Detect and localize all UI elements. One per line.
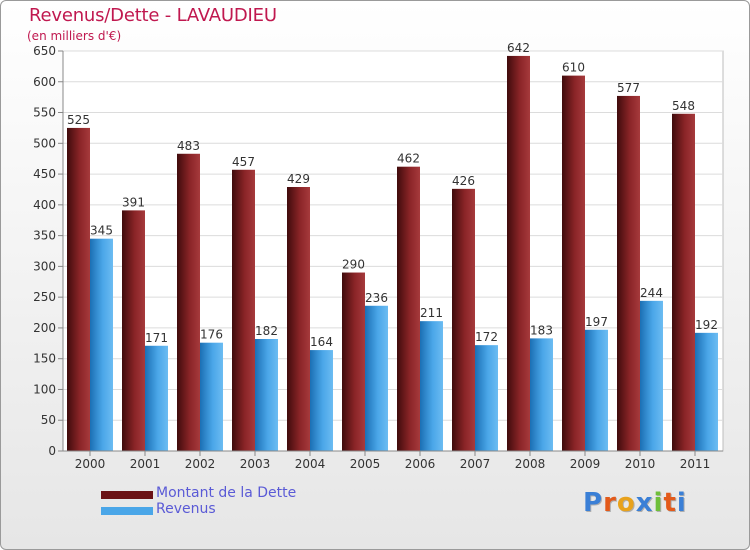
bar-revenus-2004 [310,350,333,451]
bar-revenus-2009 [585,329,608,451]
y-tick-label: 250 [33,290,56,304]
data-label-debt-2005: 290 [342,258,365,272]
bar-debt-2009 [562,75,585,451]
bar-revenus-2008 [530,338,553,451]
legend-label-debt: Montant de la Dette [156,485,297,501]
y-tick-label: 150 [33,352,56,366]
bar-revenus-2010 [640,300,663,451]
data-label-revenus-2009: 197 [585,315,608,329]
data-label-revenus-2001: 171 [145,331,168,345]
data-label-debt-2002: 483 [177,139,200,153]
x-tick-label: 2002 [185,457,216,471]
proxiti-logo: Proxiti [583,488,687,518]
bar-revenus-2002 [200,342,223,451]
bar-debt-2010 [617,95,640,451]
bar-debt-2007 [452,188,475,451]
data-label-debt-2008: 642 [507,41,530,55]
x-tick-label: 2000 [75,457,106,471]
data-label-revenus-2004: 164 [310,335,333,349]
logo-letter: x [635,488,654,518]
bar-debt-2001 [122,210,145,451]
bar-debt-2000 [67,127,90,451]
data-label-debt-2004: 429 [287,172,310,186]
y-tick-label: 500 [33,136,56,150]
y-tick-label: 450 [33,167,56,181]
bar-debt-2005 [342,272,365,451]
bar-debt-2004 [287,187,310,451]
bar-revenus-2005 [365,305,388,451]
legend-label-revenus: Revenus [156,501,216,517]
bar-revenus-2001 [145,345,168,451]
y-tick-label: 600 [33,75,56,89]
data-label-debt-2007: 426 [452,174,475,188]
y-tick-label: 100 [33,382,56,396]
bar-debt-2006 [397,166,420,451]
y-tick-label: 50 [41,413,56,427]
bar-revenus-2000 [90,238,113,451]
y-tick-label: 550 [33,106,56,120]
bar-debt-2008 [507,55,530,452]
data-label-debt-2003: 457 [232,155,255,169]
bar-debt-2003 [232,169,255,451]
bar-revenus-2007 [475,345,498,451]
logo-letter: P [583,488,604,518]
bar-revenus-2011 [695,332,718,451]
bar-debt-2002 [177,153,200,451]
y-tick-label: 0 [48,444,56,458]
y-tick-label: 350 [33,229,56,243]
legend-swatch-revenus [101,507,153,515]
data-label-revenus-2008: 183 [530,323,553,337]
x-tick-label: 2010 [625,457,656,471]
data-label-revenus-2010: 244 [640,286,663,300]
logo-letter: r [603,488,617,518]
data-label-revenus-2002: 176 [200,328,223,342]
data-label-revenus-2003: 182 [255,324,278,338]
logo-letter: i [653,488,664,518]
logo-letter: t [663,488,677,518]
chart-title: Revenus/Dette - LAVAUDIEU [29,5,277,26]
logo-letter: o [616,488,636,518]
data-label-revenus-2005: 236 [365,291,388,305]
x-tick-label: 2001 [130,457,161,471]
y-tick-label: 650 [33,44,56,58]
data-label-debt-2006: 462 [397,152,420,166]
data-label-debt-2001: 391 [122,195,145,209]
legend-swatch-debt [101,491,153,499]
data-label-revenus-2011: 192 [695,318,718,332]
data-label-revenus-2000: 345 [90,224,113,238]
y-tick-label: 400 [33,198,56,212]
bar-debt-2011 [672,113,695,452]
logo-letter: i [676,488,687,518]
plot-area [62,50,724,452]
x-tick-label: 2004 [295,457,326,471]
x-tick-label: 2006 [405,457,436,471]
x-tick-label: 2009 [570,457,601,471]
data-label-revenus-2007: 172 [475,330,498,344]
x-tick-label: 2008 [515,457,546,471]
x-tick-label: 2005 [350,457,381,471]
chart-subtitle: (en milliers d'€) [27,29,122,43]
y-tick-label: 200 [33,321,56,335]
x-tick-label: 2011 [680,457,711,471]
data-label-debt-2010: 577 [617,81,640,95]
data-label-debt-2009: 610 [562,61,585,75]
y-tick-label: 300 [33,259,56,273]
data-label-revenus-2006: 211 [420,306,443,320]
data-label-debt-2000: 525 [67,113,90,127]
x-tick-label: 2007 [460,457,491,471]
x-tick-label: 2003 [240,457,271,471]
bar-revenus-2006 [420,321,443,451]
data-label-debt-2011: 548 [672,99,695,113]
bar-revenus-2003 [255,339,278,451]
